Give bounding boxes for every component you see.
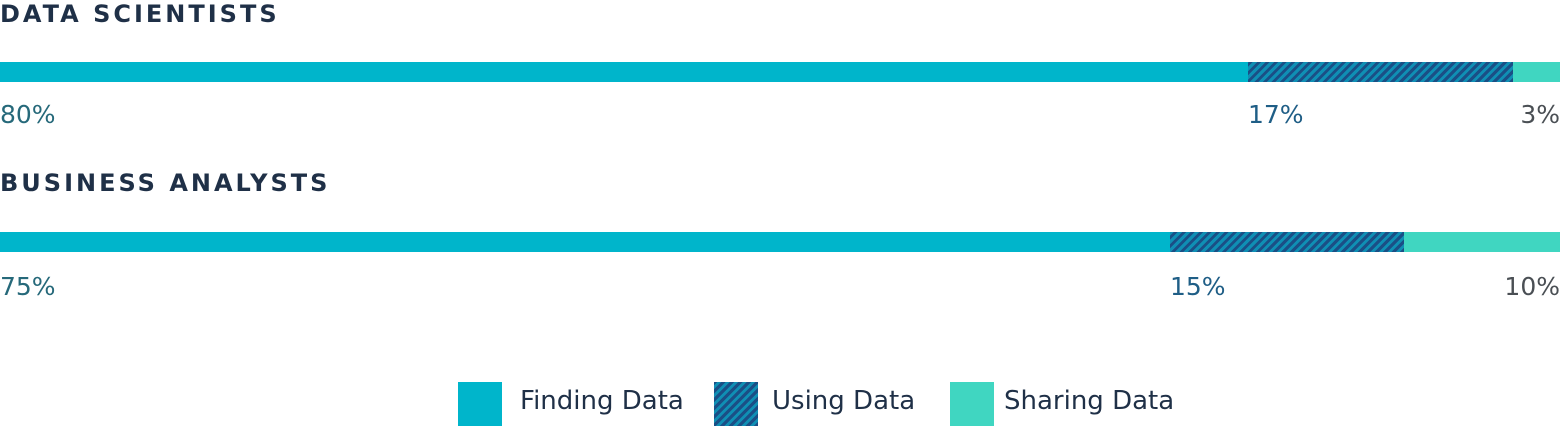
segment-sharing-data [1513,62,1560,82]
legend-label-finding-data: Finding Data [520,386,684,416]
bar-data-scientists [0,62,1560,82]
value-label-using-data: 15% [1170,272,1226,301]
segment-finding-data [0,62,1248,82]
legend-swatch-sharing-data [950,382,994,426]
segment-sharing-data [1404,232,1560,252]
segment-using-data [1248,62,1514,82]
row-title-data-scientists: DATA SCIENTISTS [0,0,280,28]
value-label-sharing-data: 10% [1504,272,1560,301]
value-label-using-data: 17% [1248,100,1304,129]
segment-using-data [1170,232,1404,252]
value-label-sharing-data: 3% [1520,100,1560,129]
legend-swatch-finding-data [458,382,502,426]
segment-finding-data [0,232,1170,252]
legend: Finding Data Using Data Sharing Data [0,382,1560,426]
legend-label-sharing-data: Sharing Data [1004,386,1175,416]
value-label-finding-data: 80% [0,100,56,129]
value-label-finding-data: 75% [0,272,56,301]
bar-business-analysts [0,232,1560,252]
legend-label-using-data: Using Data [772,386,916,416]
legend-swatch-using-data [714,382,758,426]
row-title-business-analysts: BUSINESS ANALYSTS [0,169,331,197]
